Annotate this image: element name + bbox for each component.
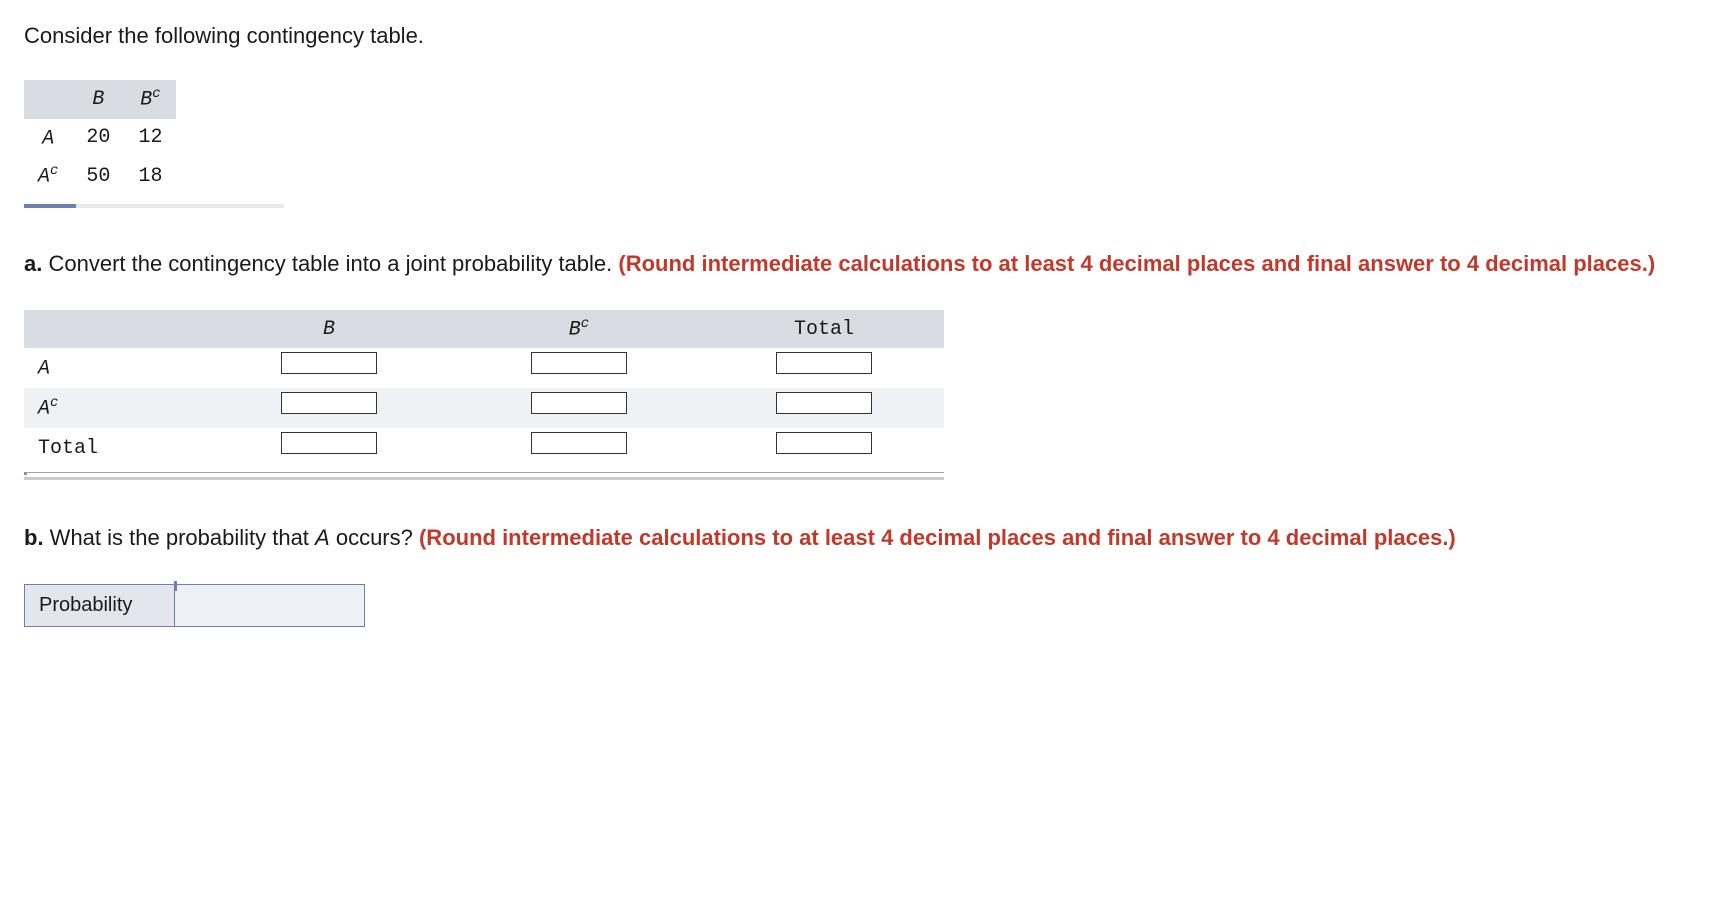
input-Ac-Total[interactable] <box>776 392 872 414</box>
input-Total-Bc[interactable] <box>531 432 627 454</box>
row-label-A: A <box>24 119 72 158</box>
table-accent-bar <box>24 204 284 208</box>
contingency-header-B: B <box>72 80 124 119</box>
part-a-question: a. Convert the contingency table into a … <box>24 248 1708 280</box>
table-row: Ac <box>24 388 944 428</box>
part-a-text: Convert the contingency table into a joi… <box>42 251 618 276</box>
table-row: Ac 50 18 <box>24 157 176 196</box>
probability-answer-box: Probability <box>24 584 365 627</box>
input-Total-B[interactable] <box>281 432 377 454</box>
input-Ac-B[interactable] <box>281 392 377 414</box>
cell: 18 <box>124 157 176 196</box>
part-b-label: b. <box>24 525 44 550</box>
row-label-Ac: Ac <box>24 388 204 428</box>
table-row: A <box>24 348 944 388</box>
part-a-label: a. <box>24 251 42 276</box>
part-b-text2: occurs? <box>330 525 419 550</box>
part-b-red: (Round intermediate calculations to at l… <box>419 525 1456 550</box>
input-Total-Total[interactable] <box>776 432 872 454</box>
probtable-header-B: B <box>204 310 454 349</box>
cell: 20 <box>72 119 124 158</box>
probtable-header-Bc: Bc <box>454 310 704 349</box>
input-A-Total[interactable] <box>776 352 872 374</box>
probability-label: Probability <box>25 585 175 627</box>
input-A-B[interactable] <box>281 352 377 374</box>
table-row: Total <box>24 428 944 468</box>
contingency-table: B Bc A 20 12 Ac 50 18 <box>24 80 176 196</box>
row-label-Ac: Ac <box>24 157 72 196</box>
contingency-header-Bc: Bc <box>124 80 176 119</box>
input-Ac-Bc[interactable] <box>531 392 627 414</box>
probtable-header-blank <box>24 310 204 349</box>
probability-input[interactable] <box>175 585 365 627</box>
part-b-question: b. What is the probability that A occurs… <box>24 522 1708 554</box>
probtable-accent-bar <box>24 477 944 480</box>
intro-text: Consider the following contingency table… <box>24 20 1708 52</box>
contingency-header-blank <box>24 80 72 119</box>
row-label-A: A <box>24 348 204 388</box>
input-A-Bc[interactable] <box>531 352 627 374</box>
row-label-total: Total <box>24 428 204 468</box>
part-a-red: (Round intermediate calculations to at l… <box>618 251 1655 276</box>
joint-probability-table: B Bc Total A Ac Total <box>24 310 944 469</box>
probtable-border-mark <box>24 472 944 475</box>
probtable-header-total: Total <box>704 310 944 349</box>
part-b-text1: What is the probability that <box>44 525 315 550</box>
cell: 50 <box>72 157 124 196</box>
table-row: A 20 12 <box>24 119 176 158</box>
part-b-italic-A: A <box>315 525 330 550</box>
cell: 12 <box>124 119 176 158</box>
